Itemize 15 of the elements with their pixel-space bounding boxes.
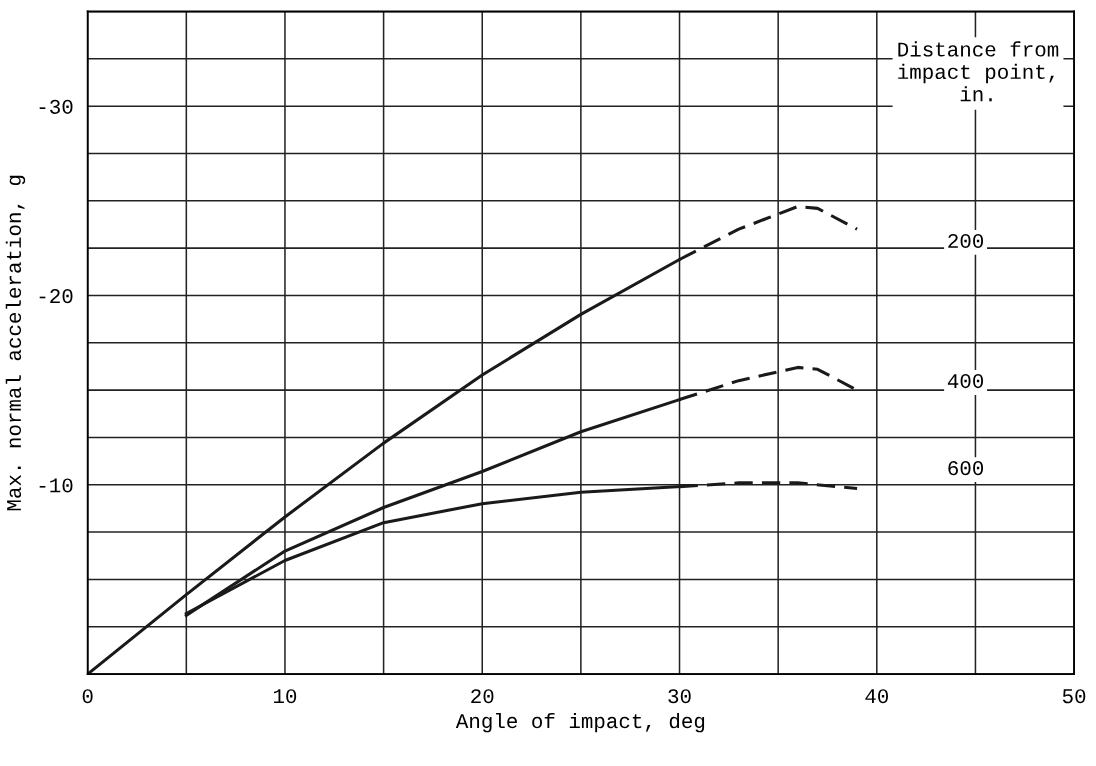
x-tick-label: 50 (1062, 689, 1086, 704)
legend-title: Distance from impact point, in. (898, 41, 1059, 102)
y-tick-label: -20 (39, 289, 73, 304)
y-tick-label: -30 (39, 99, 73, 114)
x-axis-title: Angle of impact, deg (455, 712, 705, 733)
x-tick-label: 0 (82, 689, 93, 704)
x-tick-label: 10 (273, 689, 297, 704)
y-axis-title: Max. normal acceleration, g (5, 175, 26, 511)
x-tick-label: 40 (865, 689, 889, 704)
y-tick-label: -10 (39, 478, 73, 493)
x-tick-label: 30 (668, 689, 691, 704)
text: 200 (948, 233, 984, 249)
text: 600 (948, 461, 984, 476)
x-tick-label: 20 (471, 689, 494, 704)
text: 400 (947, 373, 984, 389)
